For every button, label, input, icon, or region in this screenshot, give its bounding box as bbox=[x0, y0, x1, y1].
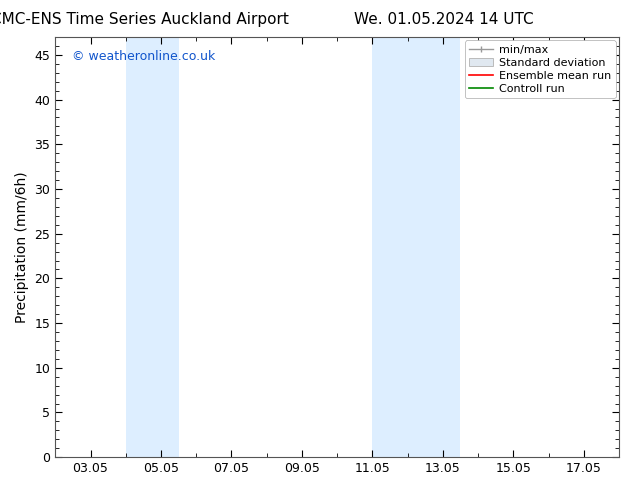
Text: We. 01.05.2024 14 UTC: We. 01.05.2024 14 UTC bbox=[354, 12, 534, 27]
Bar bbox=[126, 37, 179, 457]
Text: © weatheronline.co.uk: © weatheronline.co.uk bbox=[72, 49, 216, 63]
Y-axis label: Precipitation (mm/6h): Precipitation (mm/6h) bbox=[15, 172, 29, 323]
Text: CMC-ENS Time Series Auckland Airport: CMC-ENS Time Series Auckland Airport bbox=[0, 12, 288, 27]
Bar bbox=[408, 37, 460, 457]
Bar bbox=[372, 37, 408, 457]
Legend: min/max, Standard deviation, Ensemble mean run, Controll run: min/max, Standard deviation, Ensemble me… bbox=[465, 40, 616, 98]
